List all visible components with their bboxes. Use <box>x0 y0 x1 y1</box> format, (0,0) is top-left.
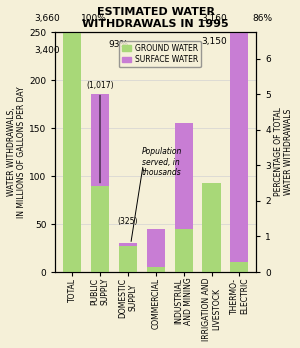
Bar <box>175 123 193 229</box>
Bar <box>63 0 81 23</box>
Text: 3,400: 3,400 <box>34 47 60 55</box>
Text: 86%: 86% <box>252 14 272 23</box>
Bar <box>230 0 248 262</box>
Bar <box>119 243 137 246</box>
Y-axis label: WATER WITHDRAWALS,
IN MILLIONS OF GALLONS PER DAY: WATER WITHDRAWALS, IN MILLIONS OF GALLON… <box>7 86 26 218</box>
Bar <box>147 229 165 267</box>
Text: Population
served, in
thousands: Population served, in thousands <box>142 147 182 177</box>
Text: 100%: 100% <box>80 14 106 23</box>
Bar <box>119 246 137 272</box>
Bar <box>91 185 109 272</box>
Text: 93%: 93% <box>108 40 128 49</box>
Text: 3,660: 3,660 <box>34 14 60 23</box>
Bar <box>202 183 220 272</box>
Bar <box>175 229 193 272</box>
Bar <box>91 94 109 185</box>
Text: 3,160: 3,160 <box>201 14 227 23</box>
Text: 3,150: 3,150 <box>201 37 227 46</box>
Bar <box>63 23 81 272</box>
Bar <box>147 267 165 272</box>
Legend: GROUND WATER, SURFACE WATER: GROUND WATER, SURFACE WATER <box>118 41 201 67</box>
Y-axis label: PERCENTAGE OF TOTAL
WATER WITHDRAWALS: PERCENTAGE OF TOTAL WATER WITHDRAWALS <box>274 108 293 197</box>
Title: ESTIMATED WATER
WITHDRAWALS IN 1995: ESTIMATED WATER WITHDRAWALS IN 1995 <box>82 7 229 29</box>
Text: (1,017): (1,017) <box>86 81 114 183</box>
Text: (325): (325) <box>118 217 138 226</box>
Bar <box>230 262 248 272</box>
